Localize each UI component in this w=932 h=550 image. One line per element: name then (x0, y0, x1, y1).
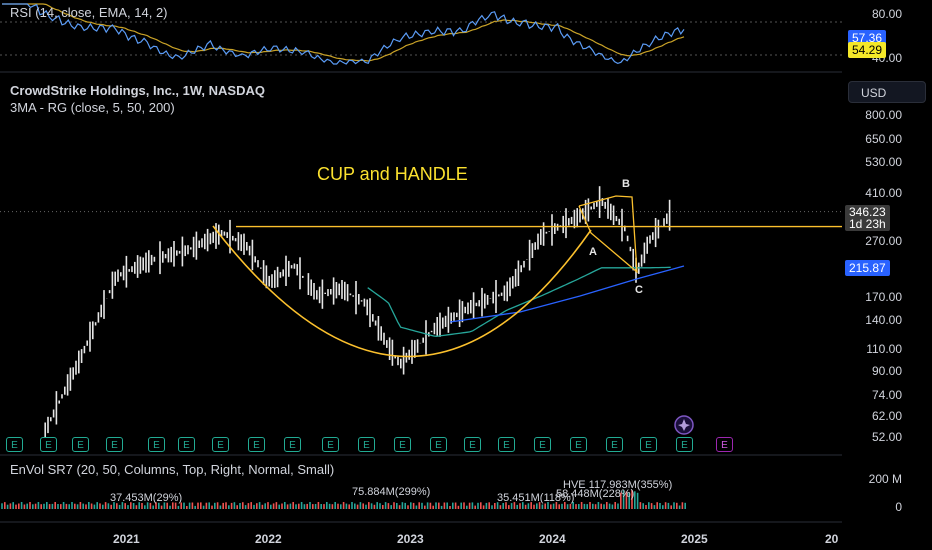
indicator-title: 3MA - RG (close, 5, 50, 200) (10, 100, 175, 115)
earnings-badge[interactable]: E (284, 437, 301, 452)
last-price: 346.23 (849, 205, 886, 219)
price-axis-label: 410.00 (865, 186, 902, 200)
earnings-badge[interactable]: E (178, 437, 195, 452)
price-axis-label: 52.00 (871, 430, 902, 444)
earnings-badge-upcoming[interactable]: E (716, 437, 733, 452)
point-label-a: A (589, 246, 597, 258)
moving-average-blue (449, 265, 685, 323)
earnings-badge[interactable]: E (606, 437, 623, 452)
earnings-badge[interactable]: E (72, 437, 89, 452)
x-axis-label: 2021 (113, 532, 140, 546)
price-axis-label: 270.00 (865, 234, 902, 248)
rsi-title: RSI (14, close, EMA, 14, 2) (10, 5, 168, 20)
rsi-ema-line (2, 3, 685, 62)
price-axis-label: 62.00 (871, 409, 902, 423)
x-axis-label: 2025 (681, 532, 708, 546)
volume-annotation: HVE 117.983M(355%) (563, 479, 673, 491)
bar-countdown: 1d 23h (849, 217, 886, 231)
earnings-badge[interactable]: E (6, 437, 23, 452)
price-axis[interactable]: 80.00 40.00 57.36 54.29 USD 800.00 650.0… (842, 0, 932, 550)
earnings-badge[interactable]: E (676, 437, 693, 452)
volume-axis-label: 200 M (868, 472, 902, 486)
price-axis-label: 140.00 (865, 313, 902, 327)
volume-annotation: 75.884M(299%) (352, 486, 431, 498)
earnings-badge[interactable]: E (498, 437, 515, 452)
earnings-badge[interactable]: E (534, 437, 551, 452)
price-axis-label: 650.00 (865, 132, 902, 146)
price-axis-label: 800.00 (865, 108, 902, 122)
price-axis-label: 74.00 (871, 388, 902, 402)
ma-price-tag: 215.87 (845, 260, 890, 276)
price-axis-label: 110.00 (866, 342, 902, 356)
x-axis-label: 2023 (397, 532, 424, 546)
volume-annotation: 58.448M(228%) (556, 488, 635, 500)
price-axis-label: 170.00 (865, 290, 902, 304)
rsi-axis-label: 80.00 (871, 7, 902, 21)
earnings-badge[interactable]: E (570, 437, 587, 452)
earnings-badge[interactable]: E (106, 437, 123, 452)
x-axis-label: 2024 (539, 532, 566, 546)
earnings-badge[interactable]: E (464, 437, 481, 452)
earnings-badge[interactable]: E (248, 437, 265, 452)
handle-triangle (578, 195, 638, 274)
earnings-badge[interactable]: E (430, 437, 447, 452)
volume-axis-label: 0 (895, 500, 902, 514)
earnings-badge[interactable]: E (212, 437, 229, 452)
last-price-tag: 346.23 1d 23h (845, 205, 890, 231)
earnings-badge[interactable]: E (640, 437, 657, 452)
currency-button[interactable]: USD (848, 81, 926, 103)
volume-annotation: 35.451M(118%) (497, 492, 575, 504)
point-label-c: C (635, 284, 643, 296)
symbol-title: CrowdStrike Holdings, Inc., 1W, NASDAQ (10, 83, 265, 98)
x-axis-label: 20 (825, 532, 839, 546)
price-axis-label: 90.00 (871, 364, 902, 378)
volume-annotation: 37.453M(29%) (110, 492, 183, 504)
x-axis-label: 2022 (255, 532, 282, 546)
point-label-b: B (622, 178, 630, 190)
earnings-badge[interactable]: E (394, 437, 411, 452)
rsi-line (2, 3, 685, 65)
moving-average-teal (367, 266, 671, 338)
earnings-badge[interactable]: E (358, 437, 375, 452)
volume-title: EnVol SR7 (20, 50, Columns, Top, Right, … (10, 462, 335, 477)
earnings-badge[interactable]: E (40, 437, 57, 452)
cup-handle-annotation: CUP and HANDLE (317, 164, 468, 184)
cup-curve (212, 225, 592, 358)
rsi-ema-tag: 54.29 (848, 42, 887, 58)
earnings-badge[interactable]: E (148, 437, 165, 452)
sparkle-icon (678, 419, 690, 431)
earnings-badge[interactable]: E (322, 437, 339, 452)
price-axis-label: 530.00 (865, 155, 902, 169)
